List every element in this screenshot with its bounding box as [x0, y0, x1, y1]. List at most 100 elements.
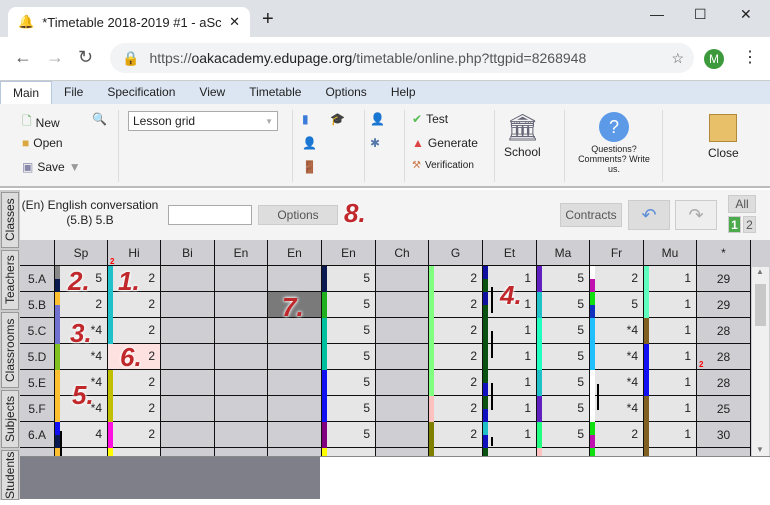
column-header[interactable]: En	[268, 240, 322, 266]
lesson-cell[interactable]: 2	[108, 344, 161, 370]
lesson-cell[interactable]: 5	[537, 422, 590, 448]
lesson-cell[interactable]	[55, 448, 108, 456]
lesson-cell[interactable]: 1	[644, 344, 697, 370]
column-header[interactable]: *	[697, 240, 751, 266]
lesson-cell[interactable]	[483, 448, 537, 456]
lesson-cell[interactable]: 2	[429, 292, 483, 318]
row-header[interactable]: 5.D	[20, 344, 55, 370]
empty-cell[interactable]	[268, 396, 322, 422]
lesson-cell[interactable]	[322, 448, 376, 456]
selected-empty-cell[interactable]	[268, 292, 322, 318]
lesson-cell[interactable]: 2	[429, 396, 483, 422]
open-button[interactable]: ■ Open	[22, 136, 63, 150]
lesson-cell[interactable]: 2	[108, 292, 161, 318]
column-header[interactable]: Sp	[55, 240, 108, 266]
more-menu-icon[interactable]: ⋮	[742, 49, 758, 66]
column-header[interactable]: Ma	[537, 240, 590, 266]
generate-button[interactable]: ▲ Generate	[412, 136, 478, 150]
lesson-cell[interactable]: *4	[55, 318, 108, 344]
minimize-icon[interactable]: —	[650, 6, 664, 22]
lesson-cell[interactable]: 1	[483, 422, 537, 448]
lesson-cell[interactable]: *4	[590, 370, 644, 396]
search-input[interactable]	[168, 205, 252, 225]
column-header[interactable]: Hi	[108, 240, 161, 266]
row-header[interactable]: 5.B	[20, 292, 55, 318]
column-header[interactable]: Ch	[376, 240, 429, 266]
lesson-cell[interactable]: 1	[644, 266, 697, 292]
scroll-down-icon[interactable]: ▼	[756, 445, 764, 454]
back-icon[interactable]: ←	[14, 47, 32, 67]
page-2-button[interactable]: 2	[743, 216, 756, 233]
close-tab-icon[interactable]: ✕	[229, 14, 240, 29]
scroll-thumb[interactable]	[755, 284, 766, 326]
lesson-cell[interactable]: 2	[55, 292, 108, 318]
column-header[interactable]: En	[322, 240, 376, 266]
questions-button[interactable]: ? Questions? Comments? Write us.	[572, 112, 656, 174]
column-header[interactable]: Et	[483, 240, 537, 266]
lesson-cell[interactable]: 5	[322, 396, 376, 422]
lesson-cell[interactable]: 1	[644, 292, 697, 318]
empty-cell[interactable]	[268, 344, 322, 370]
empty-cell[interactable]	[215, 266, 268, 292]
lesson-cell[interactable]: 2	[590, 422, 644, 448]
lesson-cell[interactable]: 2	[590, 266, 644, 292]
lesson-cell[interactable]: 2	[108, 266, 161, 292]
lesson-cell[interactable]: 5	[322, 344, 376, 370]
classes-icon[interactable]: ▮	[302, 112, 309, 126]
lesson-cell[interactable]: 1	[644, 396, 697, 422]
side-tab-teachers[interactable]: Teachers	[1, 250, 19, 310]
browser-tab[interactable]: 🔔 *Timetable 2018-2019 #1 - aSc Ti ✕	[8, 7, 250, 37]
empty-cell[interactable]	[376, 448, 429, 456]
lesson-cell[interactable]	[590, 448, 644, 456]
row-header[interactable]: 5.A	[20, 266, 55, 292]
empty-cell[interactable]	[161, 448, 215, 456]
graduation-cap-icon[interactable]: 🎓	[330, 112, 345, 126]
lesson-cell[interactable]: 2	[429, 422, 483, 448]
lesson-cell[interactable]: 5	[537, 396, 590, 422]
scroll-up-icon[interactable]: ▲	[756, 267, 764, 276]
lesson-cell[interactable]: *4	[590, 318, 644, 344]
empty-cell[interactable]	[215, 292, 268, 318]
lesson-cell[interactable]: 5	[590, 292, 644, 318]
lesson-cell[interactable]: 4	[55, 422, 108, 448]
options-button[interactable]: Options	[258, 205, 338, 225]
grid-scrollbar[interactable]: ▲ ▼	[752, 267, 769, 456]
menu-timetable[interactable]: Timetable	[249, 85, 302, 99]
lesson-cell[interactable]: 2	[108, 370, 161, 396]
empty-cell[interactable]	[215, 448, 268, 456]
lesson-cell[interactable]: 1	[644, 370, 697, 396]
contracts-button[interactable]: Contracts	[560, 203, 622, 227]
lesson-cell[interactable]: 5	[322, 292, 376, 318]
lesson-cell[interactable]: 5	[322, 266, 376, 292]
empty-cell[interactable]	[376, 292, 429, 318]
user-settings-icon[interactable]: 👤	[370, 112, 385, 126]
lesson-cell[interactable]: 2	[108, 318, 161, 344]
lesson-cell[interactable]: 5	[322, 318, 376, 344]
lesson-cell[interactable]: *4	[55, 370, 108, 396]
redo-icon[interactable]: ↷	[675, 200, 717, 230]
column-header[interactable]: Mu	[644, 240, 697, 266]
menu-help[interactable]: Help	[390, 85, 416, 99]
empty-cell[interactable]	[376, 266, 429, 292]
lesson-cell[interactable]: 2	[429, 266, 483, 292]
empty-cell[interactable]	[215, 370, 268, 396]
empty-cell[interactable]	[376, 370, 429, 396]
column-header[interactable]: En	[215, 240, 268, 266]
empty-cell[interactable]	[215, 422, 268, 448]
row-header[interactable]: 5.C	[20, 318, 55, 344]
empty-cell[interactable]	[215, 344, 268, 370]
lesson-cell[interactable]	[429, 448, 483, 456]
lesson-cell[interactable]: 2	[429, 344, 483, 370]
lesson-cell[interactable]: 5	[537, 318, 590, 344]
url-field[interactable]: 🔒 https://oakacademy.edupage.org/timetab…	[110, 43, 694, 73]
lesson-cell[interactable]: 1	[644, 422, 697, 448]
menu-options[interactable]: Options	[325, 85, 367, 99]
side-tab-subjects[interactable]: Subjects	[1, 390, 19, 448]
lesson-cell[interactable]: 5	[55, 266, 108, 292]
preview-icon[interactable]: 🔍	[92, 112, 107, 126]
menu-main[interactable]: Main	[0, 81, 53, 104]
lesson-cell[interactable]: *4	[55, 396, 108, 422]
empty-cell[interactable]	[215, 318, 268, 344]
empty-cell[interactable]	[376, 318, 429, 344]
side-tab-classrooms[interactable]: Classrooms	[1, 312, 19, 388]
